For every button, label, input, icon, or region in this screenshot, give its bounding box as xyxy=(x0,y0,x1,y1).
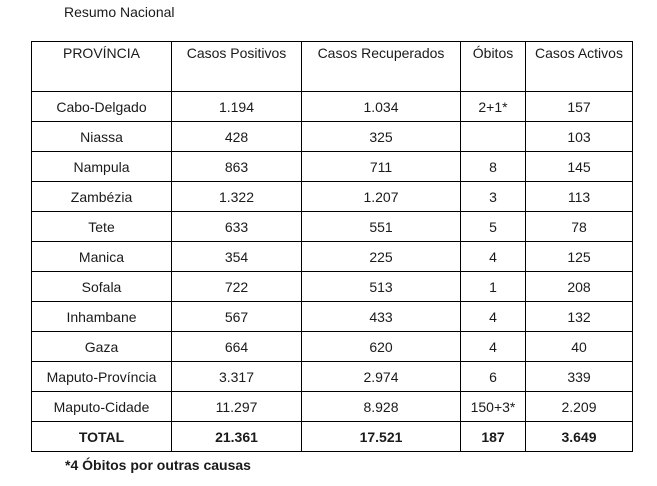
cell-obitos xyxy=(460,121,526,152)
cell-obitos: 8 xyxy=(460,151,526,182)
total-cell-casos-recuperados: 17.521 xyxy=(301,421,461,452)
cell-provincia: Maputo-Província xyxy=(31,361,172,392)
cell-casos-recuperados: 1.207 xyxy=(301,181,461,212)
cell-obitos: 4 xyxy=(460,331,526,362)
cell-provincia: Cabo-Delgado xyxy=(31,91,172,122)
cell-casos-positivos: 1.194 xyxy=(171,91,302,122)
table-row: Zambézia 1.322 1.207 3 113 xyxy=(31,181,633,212)
cell-obitos: 5 xyxy=(460,211,526,242)
table-row: Maputo-Província 3.317 2.974 6 339 xyxy=(31,361,633,392)
cell-casos-positivos: 11.297 xyxy=(171,391,302,422)
cell-obitos: 2+1* xyxy=(460,91,526,122)
cell-casos-positivos: 354 xyxy=(171,241,302,272)
cell-casos-activos: 2.209 xyxy=(525,391,633,422)
header-obitos: Óbitos xyxy=(460,41,526,92)
cell-casos-positivos: 863 xyxy=(171,151,302,182)
cell-casos-recuperados: 2.974 xyxy=(301,361,461,392)
cell-obitos: 150+3* xyxy=(460,391,526,422)
cell-provincia: Maputo-Cidade xyxy=(31,391,172,422)
cell-casos-activos: 339 xyxy=(525,361,633,392)
cell-casos-recuperados: 225 xyxy=(301,241,461,272)
cell-obitos: 4 xyxy=(460,241,526,272)
cell-provincia: Sofala xyxy=(31,271,172,302)
cell-casos-activos: 208 xyxy=(525,271,633,302)
total-row: TOTAL 21.361 17.521 187 3.649 xyxy=(31,421,633,452)
cell-casos-recuperados: 325 xyxy=(301,121,461,152)
cell-provincia: Zambézia xyxy=(31,181,172,212)
footnote: *4 Óbitos por outras causas xyxy=(65,457,251,473)
table-row: Inhambane 567 433 4 132 xyxy=(31,301,633,332)
total-cell-obitos: 187 xyxy=(460,421,526,452)
table-row: Sofala 722 513 1 208 xyxy=(31,271,633,302)
cell-casos-recuperados: 1.034 xyxy=(301,91,461,122)
total-cell-provincia: TOTAL xyxy=(31,421,172,452)
header-casos-recuperados: Casos Recuperados xyxy=(301,41,461,92)
cell-casos-positivos: 567 xyxy=(171,301,302,332)
cell-casos-activos: 78 xyxy=(525,211,633,242)
header-casos-activos: Casos Activos xyxy=(525,41,633,92)
cell-provincia: Manica xyxy=(31,241,172,272)
table-row: Tete 633 551 5 78 xyxy=(31,211,633,242)
cell-casos-positivos: 1.322 xyxy=(171,181,302,212)
table-header-row: PROVÍNCIA Casos Positivos Casos Recupera… xyxy=(31,41,633,92)
page-title: Resumo Nacional xyxy=(64,4,175,20)
header-provincia: PROVÍNCIA xyxy=(31,41,172,92)
cell-casos-activos: 125 xyxy=(525,241,633,272)
table-row: Nampula 863 711 8 145 xyxy=(31,151,633,182)
cell-obitos: 3 xyxy=(460,181,526,212)
cell-casos-positivos: 428 xyxy=(171,121,302,152)
cell-obitos: 4 xyxy=(460,301,526,332)
cell-casos-recuperados: 8.928 xyxy=(301,391,461,422)
cell-casos-recuperados: 620 xyxy=(301,331,461,362)
cell-provincia: Niassa xyxy=(31,121,172,152)
cell-casos-recuperados: 551 xyxy=(301,211,461,242)
table-row: Manica 354 225 4 125 xyxy=(31,241,633,272)
table-row: Cabo-Delgado 1.194 1.034 2+1* 157 xyxy=(31,91,633,122)
cell-casos-activos: 113 xyxy=(525,181,633,212)
cell-obitos: 6 xyxy=(460,361,526,392)
cell-casos-positivos: 722 xyxy=(171,271,302,302)
cell-casos-activos: 103 xyxy=(525,121,633,152)
cell-casos-activos: 157 xyxy=(525,91,633,122)
total-cell-casos-positivos: 21.361 xyxy=(171,421,302,452)
cell-provincia: Inhambane xyxy=(31,301,172,332)
header-casos-positivos: Casos Positivos xyxy=(171,41,302,92)
cell-provincia: Tete xyxy=(31,211,172,242)
cell-casos-activos: 132 xyxy=(525,301,633,332)
cell-casos-activos: 40 xyxy=(525,331,633,362)
cell-provincia: Gaza xyxy=(31,331,172,362)
table-row: Gaza 664 620 4 40 xyxy=(31,331,633,362)
cell-casos-activos: 145 xyxy=(525,151,633,182)
table-row: Niassa 428 325 103 xyxy=(31,121,633,152)
cell-casos-recuperados: 433 xyxy=(301,301,461,332)
cell-casos-positivos: 3.317 xyxy=(171,361,302,392)
cell-provincia: Nampula xyxy=(31,151,172,182)
cell-casos-positivos: 633 xyxy=(171,211,302,242)
cell-casos-positivos: 664 xyxy=(171,331,302,362)
summary-table: PROVÍNCIA Casos Positivos Casos Recupera… xyxy=(31,41,633,452)
cell-casos-recuperados: 711 xyxy=(301,151,461,182)
table-row: Maputo-Cidade 11.297 8.928 150+3* 2.209 xyxy=(31,391,633,422)
total-cell-casos-activos: 3.649 xyxy=(525,421,633,452)
cell-obitos: 1 xyxy=(460,271,526,302)
cell-casos-recuperados: 513 xyxy=(301,271,461,302)
